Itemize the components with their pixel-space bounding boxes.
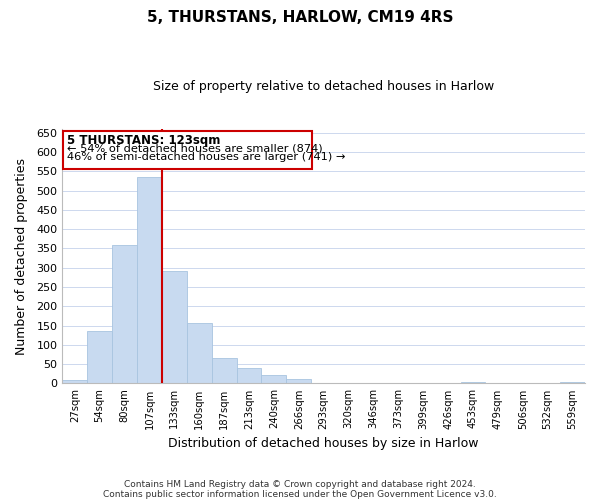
Y-axis label: Number of detached properties: Number of detached properties [15, 158, 28, 354]
Bar [212, 358, 236, 384]
Bar [286, 379, 311, 384]
Bar [112, 246, 137, 384]
X-axis label: Distribution of detached houses by size in Harlow: Distribution of detached houses by size … [169, 437, 479, 450]
Text: 5, THURSTANS, HARLOW, CM19 4RS: 5, THURSTANS, HARLOW, CM19 4RS [147, 10, 453, 25]
Text: ← 54% of detached houses are smaller (874): ← 54% of detached houses are smaller (87… [67, 143, 322, 153]
Bar [62, 380, 87, 384]
Bar [461, 382, 485, 384]
Text: 46% of semi-detached houses are larger (741) →: 46% of semi-detached houses are larger (… [67, 152, 345, 162]
Text: Contains HM Land Registry data © Crown copyright and database right 2024.: Contains HM Land Registry data © Crown c… [124, 480, 476, 489]
Bar [162, 271, 187, 384]
Bar [137, 177, 162, 384]
Bar [262, 375, 286, 384]
Bar [236, 368, 262, 384]
Title: Size of property relative to detached houses in Harlow: Size of property relative to detached ho… [153, 80, 494, 93]
Bar [560, 382, 585, 384]
Text: Contains public sector information licensed under the Open Government Licence v3: Contains public sector information licen… [103, 490, 497, 499]
Text: 5 THURSTANS: 123sqm: 5 THURSTANS: 123sqm [67, 134, 220, 147]
Bar [87, 330, 112, 384]
FancyBboxPatch shape [63, 131, 312, 170]
Bar [187, 323, 212, 384]
